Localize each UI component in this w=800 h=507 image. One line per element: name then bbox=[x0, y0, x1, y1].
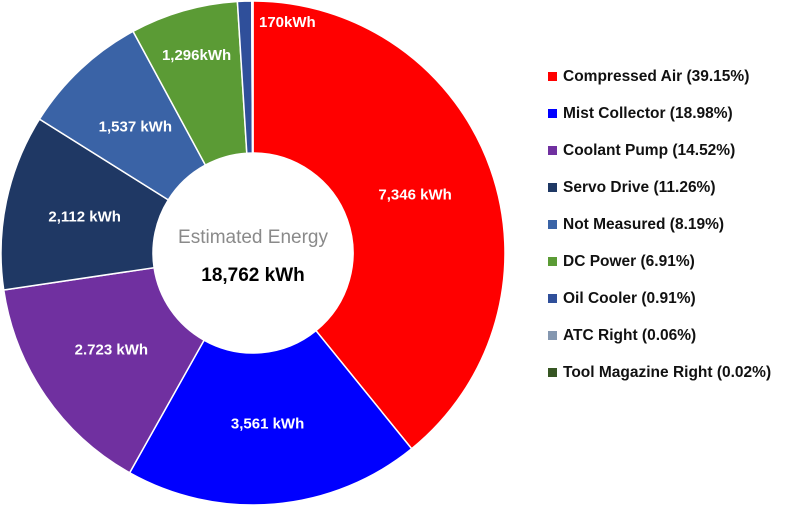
data-label: 7,346 kWh bbox=[378, 187, 451, 204]
data-label: 3,561 kWh bbox=[231, 415, 304, 432]
legend-swatch bbox=[548, 257, 557, 266]
legend-label: Compressed Air (39.15%) bbox=[563, 68, 750, 85]
legend-label: DC Power (6.91%) bbox=[563, 253, 695, 270]
data-label: 2.723 kWh bbox=[75, 342, 148, 359]
legend-label: Oil Cooler (0.91%) bbox=[563, 290, 696, 307]
data-label: 170kWh bbox=[259, 14, 316, 31]
legend-swatch bbox=[548, 220, 557, 229]
legend-item: Compressed Air (39.15%) bbox=[548, 66, 776, 87]
legend-swatch bbox=[548, 294, 557, 303]
legend-item: Coolant Pump (14.52%) bbox=[548, 140, 776, 161]
legend-label: Coolant Pump (14.52%) bbox=[563, 142, 736, 159]
slice bbox=[128, 329, 413, 506]
legend-item: Oil Cooler (0.91%) bbox=[548, 288, 776, 309]
slice bbox=[0, 118, 170, 291]
data-label: 1,537 kWh bbox=[99, 119, 172, 136]
legend-item: DC Power (6.91%) bbox=[548, 251, 776, 272]
legend-label: Tool Magazine Right (0.02%) bbox=[563, 364, 772, 381]
center-label: 18,762 kWh bbox=[201, 265, 305, 286]
slice bbox=[2, 266, 206, 474]
chart: Estimated Energy 18,762 kWh 7,346 kWh 3,5… bbox=[0, 0, 506, 506]
legend-label: Not Measured (8.19%) bbox=[563, 216, 725, 233]
legend-swatch bbox=[548, 331, 557, 340]
center-title: Estimated Energy bbox=[178, 227, 328, 248]
data-label: 1,296kWh bbox=[162, 47, 231, 64]
legend-item: Mist Collector (18.98%) bbox=[548, 103, 776, 124]
data-label: 2,112 kWh bbox=[48, 209, 121, 226]
legend-swatch bbox=[548, 146, 557, 155]
legend-swatch bbox=[548, 72, 557, 81]
legend-swatch bbox=[548, 183, 557, 192]
legend-item: Tool Magazine Right (0.02%) bbox=[548, 362, 776, 383]
legend-label: ATC Right (0.06%) bbox=[563, 327, 697, 344]
legend-item: Servo Drive (11.26%) bbox=[548, 177, 776, 198]
legend-label: Servo Drive (11.26%) bbox=[563, 179, 716, 196]
slice bbox=[252, 0, 506, 450]
legend-label: Mist Collector (18.98%) bbox=[563, 105, 733, 122]
legend-swatch bbox=[548, 368, 557, 377]
legend-swatch bbox=[548, 109, 557, 118]
legend: Compressed Air (39.15%) Mist Collector (1… bbox=[548, 66, 776, 399]
legend-item: Not Measured (8.19%) bbox=[548, 214, 776, 235]
legend-item: ATC Right (0.06%) bbox=[548, 325, 776, 346]
